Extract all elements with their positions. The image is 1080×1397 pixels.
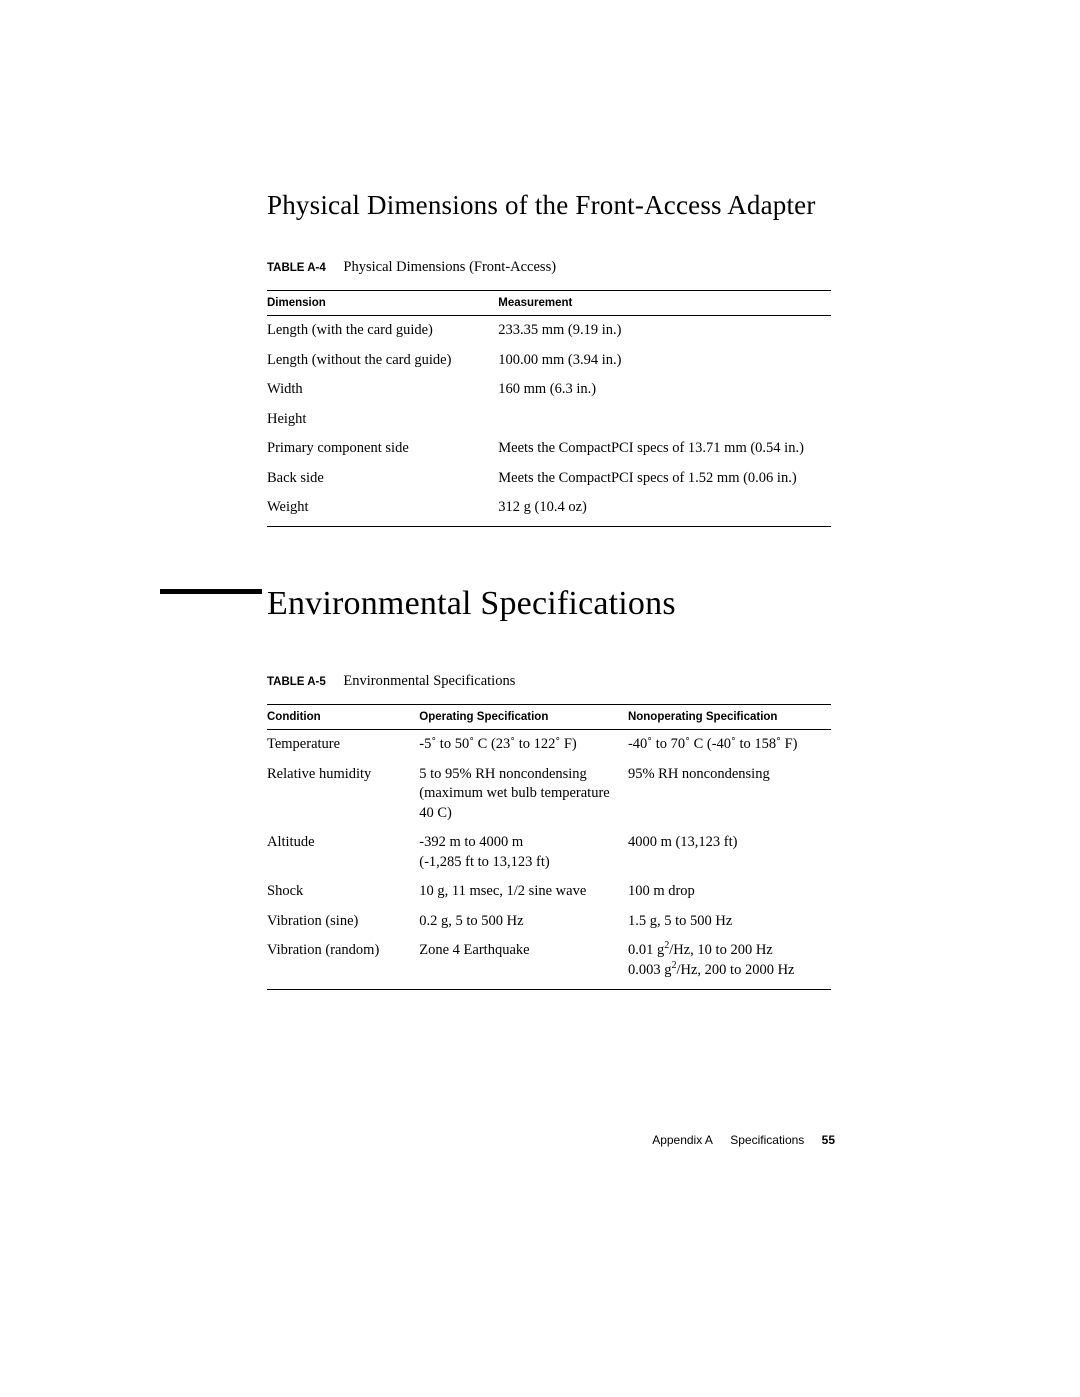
table-a5-caption-text: Environmental Specifications	[343, 673, 515, 689]
table-cell: 312 g (10.4 oz)	[498, 493, 831, 526]
table-cell: Vibration (random)	[267, 936, 419, 989]
section-divider-rule	[160, 589, 262, 594]
table-cell: Back side	[267, 464, 498, 494]
footer-section: Specifications	[730, 1133, 804, 1147]
page-footer: Appendix A Specifications 55	[652, 1133, 835, 1147]
table-cell: Length (with the card guide)	[267, 316, 498, 346]
table-row: Temperature-5˚ to 50˚ C (23˚ to 122˚ F)-…	[267, 729, 831, 759]
table-row: Vibration (random)Zone 4 Earthquake0.01 …	[267, 936, 831, 989]
table-cell: Zone 4 Earthquake	[419, 936, 628, 989]
table-cell: 0.2 g, 5 to 500 Hz	[419, 907, 628, 937]
table-row: Vibration (sine)0.2 g, 5 to 500 Hz1.5 g,…	[267, 907, 831, 937]
table-a4: Dimension Measurement Length (with the c…	[267, 290, 831, 527]
table-a5-col-2: Nonoperating Specification	[628, 704, 831, 729]
table-row: Relative humidity5 to 95% RH noncondensi…	[267, 760, 831, 829]
table-cell: Width	[267, 375, 498, 405]
table-cell: Meets the CompactPCI specs of 13.71 mm (…	[498, 434, 831, 464]
table-cell: Vibration (sine)	[267, 907, 419, 937]
table-a4-caption: TABLE A-4 Physical Dimensions (Front-Acc…	[267, 259, 831, 276]
table-a5-col-1: Operating Specification	[419, 704, 628, 729]
table-cell: Weight	[267, 493, 498, 526]
section1-title: Physical Dimensions of the Front-Access …	[267, 190, 831, 221]
table-cell: Primary component side	[267, 434, 498, 464]
footer-appendix: Appendix A	[652, 1133, 713, 1147]
table-a5-caption: TABLE A-5 Environmental Specifications	[267, 673, 831, 690]
table-a5: Condition Operating Specification Nonope…	[267, 704, 831, 990]
table-cell: 0.01 g2/Hz, 10 to 200 Hz0.003 g2/Hz, 200…	[628, 936, 831, 989]
table-a4-caption-text: Physical Dimensions (Front-Access)	[343, 259, 556, 275]
table-row: Length (without the card guide)100.00 mm…	[267, 346, 831, 376]
table-a5-col-0: Condition	[267, 704, 419, 729]
table-cell: 95% RH noncondensing	[628, 760, 831, 829]
table-cell: -392 m to 4000 m(-1,285 ft to 13,123 ft)	[419, 828, 628, 877]
table-cell: 100.00 mm (3.94 in.)	[498, 346, 831, 376]
table-a4-caption-label: TABLE A-4	[267, 262, 326, 274]
table-row: Shock10 g, 11 msec, 1/2 sine wave100 m d…	[267, 877, 831, 907]
table-cell	[498, 405, 831, 435]
table-cell: 233.35 mm (9.19 in.)	[498, 316, 831, 346]
table-row: Weight312 g (10.4 oz)	[267, 493, 831, 526]
table-cell: Meets the CompactPCI specs of 1.52 mm (0…	[498, 464, 831, 494]
table-a5-caption-label: TABLE A-5	[267, 676, 326, 688]
table-cell: Height	[267, 405, 498, 435]
table-cell: -5˚ to 50˚ C (23˚ to 122˚ F)	[419, 729, 628, 759]
table-row: Primary component sideMeets the CompactP…	[267, 434, 831, 464]
table-cell: -40˚ to 70˚ C (-40˚ to 158˚ F)	[628, 729, 831, 759]
table-cell: 100 m drop	[628, 877, 831, 907]
table-a4-col-0: Dimension	[267, 291, 498, 316]
table-cell: Length (without the card guide)	[267, 346, 498, 376]
section-gap	[267, 527, 831, 585]
table-cell: Temperature	[267, 729, 419, 759]
table-cell: Shock	[267, 877, 419, 907]
table-row: Height	[267, 405, 831, 435]
table-cell: 10 g, 11 msec, 1/2 sine wave	[419, 877, 628, 907]
table-row: Length (with the card guide)233.35 mm (9…	[267, 316, 831, 346]
table-a4-col-1: Measurement	[498, 291, 831, 316]
table-cell: Relative humidity	[267, 760, 419, 829]
page-content: Physical Dimensions of the Front-Access …	[267, 190, 831, 990]
table-cell: 160 mm (6.3 in.)	[498, 375, 831, 405]
table-row: Altitude-392 m to 4000 m(-1,285 ft to 13…	[267, 828, 831, 877]
table-cell: Altitude	[267, 828, 419, 877]
table-cell: 1.5 g, 5 to 500 Hz	[628, 907, 831, 937]
page: Physical Dimensions of the Front-Access …	[0, 0, 1080, 1397]
table-row: Width160 mm (6.3 in.)	[267, 375, 831, 405]
table-cell: 4000 m (13,123 ft)	[628, 828, 831, 877]
footer-page-number: 55	[822, 1133, 835, 1147]
section2-heading: Environmental Specifications	[267, 585, 831, 623]
table-row: Back sideMeets the CompactPCI specs of 1…	[267, 464, 831, 494]
table-cell: 5 to 95% RH noncondensing (maximum wet b…	[419, 760, 628, 829]
